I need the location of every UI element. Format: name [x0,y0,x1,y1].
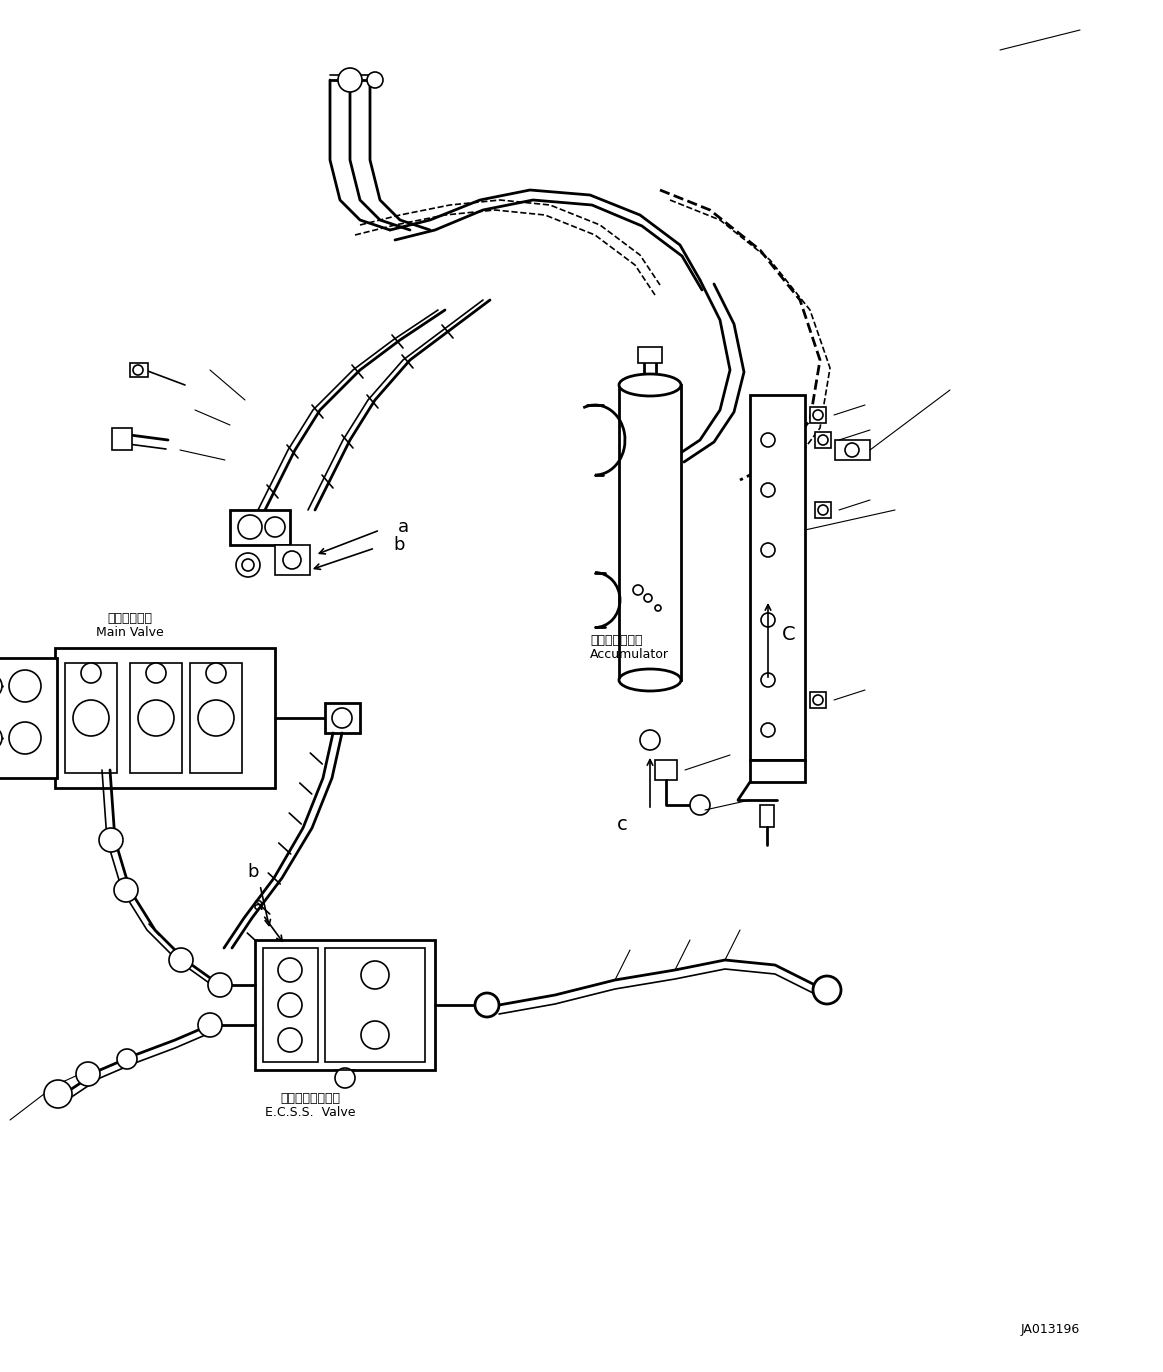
Text: b: b [247,863,258,881]
Bar [55,648,274,788]
Circle shape [761,613,775,627]
Bar [835,440,870,460]
Bar [65,663,117,772]
Circle shape [690,794,709,815]
Circle shape [278,993,302,1017]
Bar [112,428,131,450]
Bar [130,663,181,772]
Circle shape [813,975,841,1004]
Circle shape [73,700,109,735]
Circle shape [475,993,499,1017]
Circle shape [147,663,166,683]
Circle shape [761,543,775,557]
Bar [130,364,148,377]
Circle shape [99,827,123,852]
Circle shape [9,722,41,755]
Text: E.C.S.S.  Valve: E.C.S.S. Valve [265,1106,355,1120]
Bar [255,940,435,1070]
Circle shape [265,517,285,536]
Bar [815,502,832,519]
Circle shape [242,558,254,571]
Bar [324,948,424,1062]
Text: b: b [393,536,405,554]
Circle shape [117,1050,137,1069]
Bar [655,760,677,781]
Circle shape [238,514,262,539]
Circle shape [813,410,823,420]
Circle shape [335,1067,355,1088]
Circle shape [206,663,226,683]
Circle shape [818,505,828,514]
Circle shape [9,670,41,702]
Circle shape [361,1021,388,1050]
Bar [619,386,682,681]
Bar [263,948,317,1062]
Text: C: C [782,626,795,645]
Circle shape [169,948,193,971]
Circle shape [198,1013,222,1037]
Bar [759,805,775,827]
Bar [190,663,242,772]
Bar [750,395,805,760]
Bar [750,760,805,782]
Circle shape [278,1028,302,1052]
Circle shape [761,434,775,447]
Bar [638,347,662,364]
Circle shape [0,674,2,698]
Circle shape [331,708,352,729]
Circle shape [368,71,383,88]
Circle shape [81,663,101,683]
Circle shape [846,443,859,457]
Circle shape [208,973,231,997]
Circle shape [818,435,828,445]
Bar [274,545,311,575]
Circle shape [761,723,775,737]
Circle shape [644,594,652,602]
Circle shape [761,674,775,687]
Bar [809,691,826,708]
Circle shape [338,69,362,92]
Circle shape [813,696,823,705]
Circle shape [283,552,301,569]
Text: JA013196: JA013196 [1021,1324,1080,1336]
Circle shape [0,726,2,750]
Bar [815,432,832,449]
Circle shape [278,958,302,982]
Text: メインバルブ: メインバルブ [107,612,152,624]
Ellipse shape [619,670,682,691]
Circle shape [114,878,138,901]
Text: c: c [618,815,628,834]
Text: a: a [254,896,264,914]
Ellipse shape [619,375,682,397]
Circle shape [361,960,388,989]
Circle shape [76,1062,100,1087]
Circle shape [761,483,775,497]
Circle shape [44,1080,72,1109]
Text: a: a [398,519,409,536]
Bar [809,407,826,423]
Text: アキュムレータ: アキュムレータ [590,634,642,646]
Bar [0,659,57,778]
Circle shape [655,605,661,611]
Text: 走行ダンババルブ: 走行ダンババルブ [280,1092,340,1104]
Bar [324,702,361,733]
Circle shape [138,700,174,735]
Text: Main Valve: Main Valve [97,627,164,639]
Circle shape [198,700,234,735]
Text: Accumulator: Accumulator [590,649,669,661]
Circle shape [640,730,659,750]
Circle shape [236,553,261,578]
Circle shape [133,365,143,375]
Circle shape [633,584,643,595]
Bar [230,510,290,545]
